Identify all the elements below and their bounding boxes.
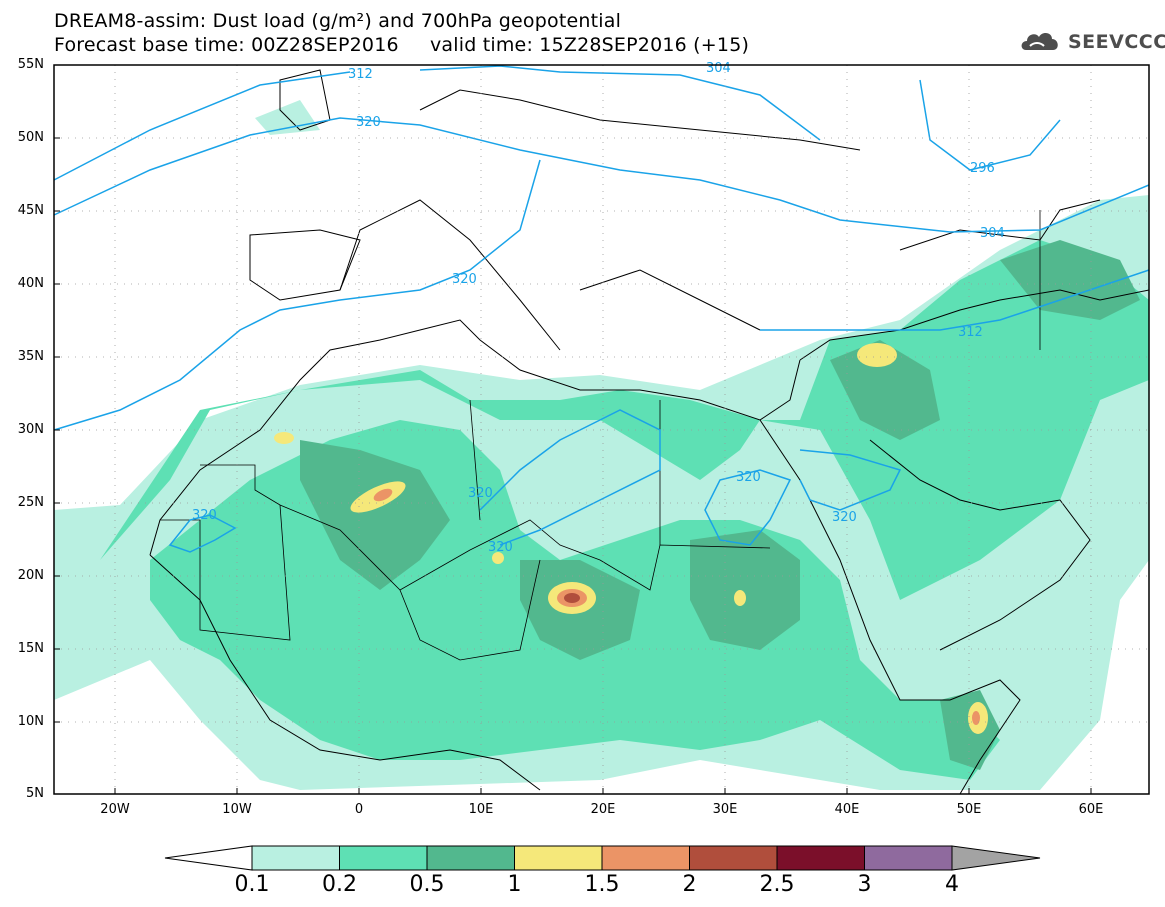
lon-label: 20E: [590, 802, 616, 817]
contour-label: 312: [348, 67, 373, 82]
cloud-icon: [1021, 33, 1058, 50]
lat-label: 15N: [17, 641, 44, 656]
dust-field: [54, 100, 1149, 790]
lat-label: 10N: [17, 714, 44, 729]
colorbar-swatch: [514, 846, 602, 870]
lat-label: 50N: [17, 130, 44, 145]
contour-label: 320: [192, 508, 217, 523]
lat-label: 35N: [17, 349, 44, 364]
geopotential-contours: [53, 65, 1150, 553]
contour-label: 304: [706, 61, 731, 76]
lat-label: 5N: [26, 786, 44, 801]
lon-label: 20W: [100, 802, 130, 817]
lon-label: 10W: [222, 802, 252, 817]
lat-label: 25N: [17, 495, 44, 510]
colorbar-swatch: [777, 846, 865, 870]
country-borders: [160, 210, 1041, 661]
colorbar-label: 3: [857, 872, 872, 897]
lat-label: 45N: [17, 203, 44, 218]
contour-label: 304: [980, 226, 1005, 241]
lon-label: 10E: [468, 802, 494, 817]
colorbar-swatch: [689, 846, 777, 870]
map-subtitle: Forecast base time: 00Z28SEP2016 valid t…: [54, 34, 750, 56]
seevccc-logo: SEEVCCC: [1018, 26, 1165, 56]
contour-label: 320: [832, 510, 857, 525]
axis-ticks: [54, 64, 1092, 794]
contour-label: 320: [488, 540, 513, 555]
colorbar-swatch: [252, 846, 340, 870]
contour-label: 312: [958, 325, 983, 340]
contour-label: 320: [452, 272, 477, 287]
lon-label: 40E: [834, 802, 860, 817]
lon-label: 60E: [1078, 802, 1104, 817]
colorbar-under-triangle: [164, 845, 253, 871]
colorbar-swatch: [864, 846, 952, 870]
logo-text: SEEVCCC: [1068, 31, 1165, 53]
graticule: [54, 65, 1149, 794]
colorbar-label: 4: [945, 872, 959, 897]
lat-label: 20N: [17, 568, 44, 583]
contour-label: 320: [468, 486, 493, 501]
colorbar-label: 1.5: [584, 872, 620, 897]
colorbar-swatch: [427, 846, 515, 870]
colorbar-swatch: [339, 846, 427, 870]
colorbar: [164, 845, 1041, 871]
lat-label: 40N: [17, 276, 44, 291]
colorbar-label: 0.1: [234, 872, 270, 897]
lat-label: 55N: [17, 57, 44, 72]
lon-label: 0: [354, 802, 364, 817]
lon-label: 30E: [712, 802, 738, 817]
contour-label: 320: [356, 115, 381, 130]
colorbar-label: 2: [682, 872, 697, 897]
contour-label: 296: [970, 161, 995, 176]
map-title: DREAM8-assim: Dust load (g/m²) and 700hP…: [54, 10, 622, 32]
colorbar-swatch: [602, 846, 690, 870]
lat-label: 30N: [17, 422, 44, 437]
colorbar-label: 2.5: [759, 872, 795, 897]
colorbar-label: 1: [507, 872, 522, 897]
colorbar-over-triangle: [951, 845, 1041, 871]
colorbar-label: 0.5: [409, 872, 445, 897]
colorbar-label: 0.2: [322, 872, 357, 897]
lon-label: 50E: [956, 802, 982, 817]
contour-label: 320: [736, 470, 761, 485]
